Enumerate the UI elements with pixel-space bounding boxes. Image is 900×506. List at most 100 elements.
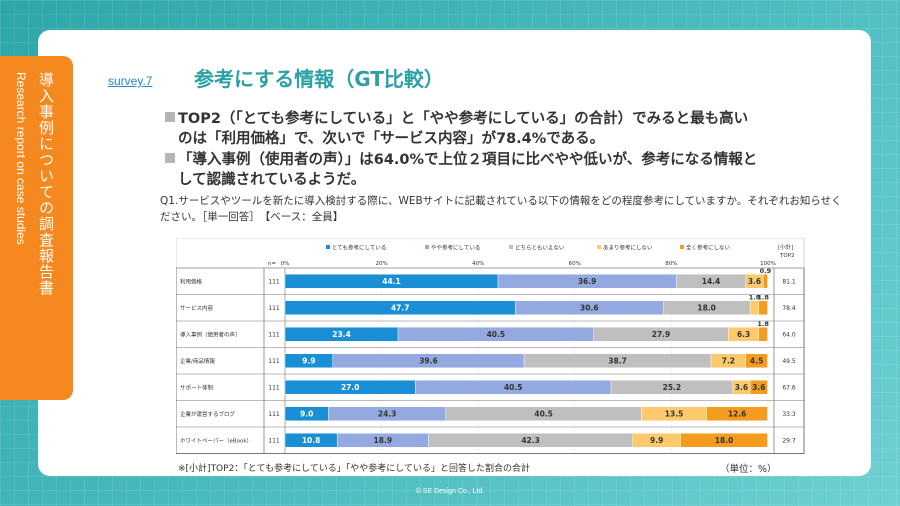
content-card	[38, 30, 871, 476]
page-title: 参考にする情報（GT比較）	[194, 67, 444, 91]
chart-header-border	[176, 238, 805, 269]
bar-value-label: 3.6	[752, 383, 765, 392]
bullet-1-line-1: TOP2（「とても参考にしている」と「やや参考にしている」の合計）でみると最も高…	[165, 107, 748, 128]
bar-value-label: 3.6	[748, 277, 761, 286]
top2-value: 67.6	[782, 384, 796, 391]
x-tick-label: 60%	[569, 261, 581, 267]
bar-value-label: 47.7	[391, 304, 410, 313]
survey-number-link[interactable]: survey.7	[108, 74, 153, 88]
bar-value-label: 18.0	[715, 436, 734, 445]
bar-value-label: 14.4	[702, 277, 721, 286]
bullet-1-text-1: TOP2（「とても参考にしている」と「やや参考にしている」の合計）でみると最も高…	[178, 111, 749, 127]
question-text: Q1.サービスやツールを新たに導入検討する際に、WEBサイトに記載されている以下…	[160, 195, 842, 223]
bar-value-label: 42.3	[521, 436, 540, 445]
bar-value-label: 39.6	[419, 357, 438, 366]
bar-value-label: 38.7	[608, 357, 627, 366]
x-tick-label: 100%	[760, 261, 776, 267]
bar-value-label: 7.2	[722, 357, 735, 366]
top2-header-line-1: [小計]	[778, 243, 793, 251]
bar-value-label: 23.4	[332, 330, 351, 339]
legend-swatch-4	[597, 245, 601, 249]
x-tick-label: 20%	[375, 261, 387, 267]
bar-value-label: 4.5	[750, 357, 763, 366]
bar-segment	[680, 433, 768, 448]
top2-value: 29.7	[782, 437, 796, 444]
legend-label-2: やや参考にしている	[431, 244, 480, 252]
category-label: 利用価格	[180, 277, 203, 285]
legend-label-1: とても参考にしている	[332, 244, 386, 252]
copyright: © SE Design Co., Ltd.	[415, 488, 485, 495]
bar-value-label: 9.0	[300, 410, 313, 419]
bar-value-label: 27.9	[652, 330, 671, 339]
top2-value: 64.0	[782, 331, 796, 338]
n-value: 111	[268, 278, 280, 285]
n-value: 111	[268, 358, 280, 365]
bar-value-label: 9.9	[302, 357, 315, 366]
stacked-bar-chart: とても参考にしている やや参考にしている どちらともいえない あまり参考にしない 全く参…	[176, 238, 805, 454]
bullet-2-line-2: して認識されているようだ。	[178, 172, 366, 188]
top2-value: 81.1	[782, 278, 796, 285]
bar-value-label: 44.1	[382, 277, 401, 286]
chart-frame	[176, 238, 805, 454]
bar-value-label: 13.5	[665, 410, 684, 419]
bar-value-label: 36.9	[578, 277, 597, 286]
n-header: n=	[268, 261, 276, 267]
side-tab-subtitle: Research report on case studies	[14, 72, 28, 245]
legend-label-3: どちらともいえない	[515, 244, 565, 252]
category-label: 企業/商品情報	[180, 357, 215, 365]
top2-header-line-2: TOP2	[779, 253, 795, 259]
bar-value-label: 0.9	[760, 267, 772, 275]
n-value: 111	[268, 437, 280, 444]
chart-legend: とても参考にしている やや参考にしている どちらともいえない あまり参考にしない 全く参…	[268, 243, 795, 267]
bar-value-label: 3.6	[735, 383, 748, 392]
legend-swatch-5	[680, 245, 684, 249]
bar-value-label: 10.8	[302, 436, 321, 445]
bar-value-label: 9.9	[650, 436, 663, 445]
bar-value-label: 1.8	[749, 293, 761, 301]
bar-segment	[758, 327, 768, 342]
n-value: 111	[268, 384, 280, 391]
legend-swatch-3	[509, 245, 513, 249]
bar-segment	[762, 274, 768, 289]
bar-value-label: 24.3	[378, 410, 397, 419]
category-label: サポート体制	[180, 383, 214, 391]
bar-value-label: 30.6	[580, 304, 599, 313]
category-label: ホワイトペーパー（eBook）	[180, 437, 252, 444]
legend-swatch-1	[326, 245, 330, 249]
bullet-1-line-2: のは「利用価格」で、次いで「サービス内容」が78.4%である。	[178, 131, 605, 147]
bar-value-label: 1.8	[757, 320, 769, 328]
bullet-2-line-1: 「導入事例（使用者の声）」は64.0%で上位２項目に比べやや低いが、参考になる情…	[165, 148, 757, 169]
x-tick-label: 0%	[281, 261, 290, 267]
unit-label: （単位：%）	[720, 464, 777, 475]
bar-value-label: 18.0	[697, 304, 716, 313]
bar-value-label: 40.5	[487, 330, 506, 339]
bar-segment	[706, 406, 768, 421]
side-tab-title: 導入事例についての調査報告書	[37, 72, 55, 296]
category-label: 導入事例（使用者の声）	[180, 330, 241, 338]
chart-x-axis: 0% 20% 40% 60% 80% 100%	[281, 261, 776, 454]
bar-value-label: 6.3	[737, 330, 750, 339]
bar-segment	[745, 353, 768, 368]
bar-segment	[758, 300, 768, 315]
n-value: 111	[268, 331, 280, 338]
category-label: サービス内容	[180, 304, 214, 312]
n-value: 111	[268, 305, 280, 312]
bullet-square-icon	[165, 153, 175, 163]
bar-value-label: 12.6	[728, 410, 747, 419]
n-value: 111	[268, 411, 280, 418]
chart-rows: 利用価格 111 81.1 44.1 36.9 14.4 3.6 0.9 サービス内容 111 78…	[176, 267, 804, 448]
bullet-2-text-1: 「導入事例（使用者の声）」は64.0%で上位２項目に比べやや低いが、参考になる情…	[178, 152, 758, 168]
top2-value: 33.3	[782, 411, 796, 418]
legend-swatch-2	[425, 245, 429, 249]
x-tick-label: 80%	[665, 261, 677, 267]
bar-value-label: 1.8	[757, 293, 769, 301]
bar-value-label: 40.5	[534, 410, 553, 419]
legend-label-5: 全く参考にしない	[686, 244, 731, 252]
top2-value: 78.4	[782, 305, 796, 312]
x-tick-label: 40%	[472, 261, 484, 267]
side-tab: 導入事例についての調査報告書 Research report on case s…	[0, 56, 73, 400]
bullet-square-icon	[165, 112, 175, 122]
bar-value-label: 40.5	[504, 383, 523, 392]
top2-value: 49.5	[782, 358, 796, 365]
category-label: 企業が運営するブログ	[180, 410, 236, 418]
